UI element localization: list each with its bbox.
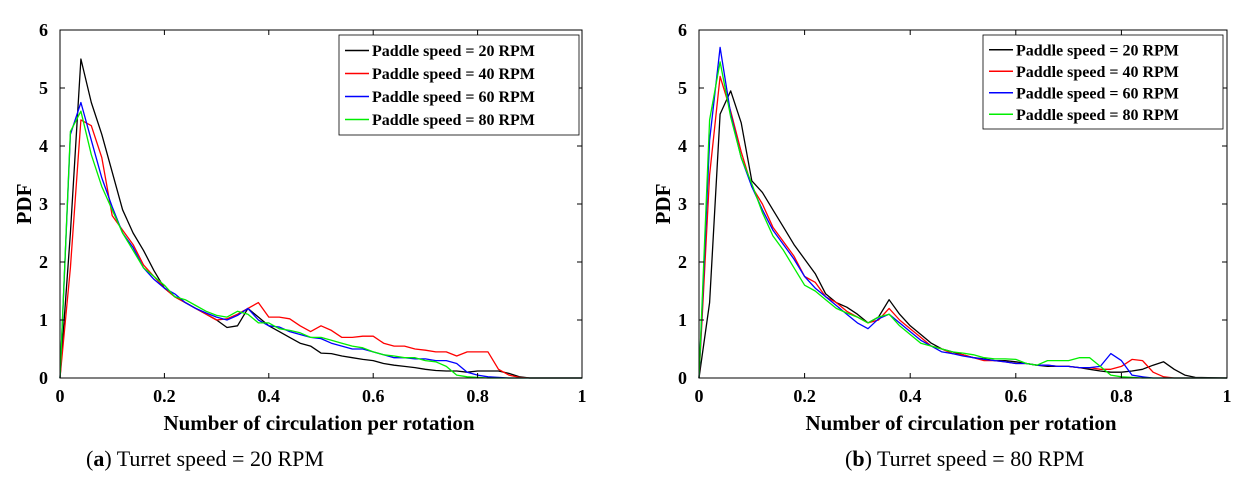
y-tick-label: 6 bbox=[678, 20, 687, 40]
x-tick-label: 0.4 bbox=[258, 386, 281, 406]
legend-entry-2: Paddle speed = 40 RPM bbox=[372, 66, 535, 83]
caption-text: Turret speed = 20 RPM bbox=[112, 446, 324, 471]
x-tick-label: 0.2 bbox=[793, 386, 816, 406]
series-line-2 bbox=[59, 119, 582, 379]
series-line-4 bbox=[59, 110, 582, 379]
legend-entry-4: Paddle speed = 80 RPM bbox=[1016, 107, 1179, 124]
legend-entry-2: Paddle speed = 40 RPM bbox=[1016, 64, 1179, 81]
y-tick-label: 5 bbox=[39, 78, 48, 98]
series-line-3 bbox=[59, 101, 582, 379]
y-axis-label: PDF bbox=[12, 184, 36, 225]
legend: Paddle speed = 20 RPM Paddle speed = 40 R… bbox=[338, 34, 580, 136]
y-tick-label: 1 bbox=[39, 310, 48, 330]
series-line-3 bbox=[698, 46, 1227, 379]
y-tick-label: 0 bbox=[678, 368, 687, 388]
series-line-4 bbox=[698, 61, 1227, 379]
legend-entry-1: Paddle speed = 20 RPM bbox=[372, 43, 535, 60]
y-tick-label: 1 bbox=[678, 310, 687, 330]
panel-caption: (a) Turret speed = 20 RPM bbox=[86, 446, 324, 471]
panel-caption: (b) Turret speed = 80 RPM bbox=[845, 446, 1084, 471]
caption-letter: a bbox=[93, 446, 104, 471]
x-tick-label: 1 bbox=[1223, 386, 1232, 406]
x-tick-label: 0.6 bbox=[362, 386, 385, 406]
y-tick-label: 2 bbox=[678, 252, 687, 272]
chart-panel-b: 0 0.2 0.4 0.6 0.8 1 0 1 2 3 4 5 6 Number of circulati… bbox=[651, 20, 1232, 471]
legend-entry-3: Paddle speed = 60 RPM bbox=[1016, 85, 1179, 102]
caption-text: Turret speed = 80 RPM bbox=[872, 446, 1084, 471]
x-tick-label: 0.8 bbox=[1110, 386, 1133, 406]
caption-letter: b bbox=[852, 446, 864, 471]
legend-box bbox=[338, 34, 580, 136]
legend-entry-3: Paddle speed = 60 RPM bbox=[372, 89, 535, 106]
caption-paren-close: ) bbox=[104, 446, 111, 471]
caption-paren-open: ( bbox=[845, 446, 852, 471]
y-tick-label: 2 bbox=[39, 252, 48, 272]
x-tick-label: 0.6 bbox=[1005, 386, 1028, 406]
y-tick-label: 3 bbox=[39, 194, 48, 214]
x-axis-label: Number of circulation per rotation bbox=[163, 411, 474, 435]
x-tick-label: 0.8 bbox=[466, 386, 489, 406]
chart-panel-a: 0 0.2 0.4 0.6 0.8 1 0 1 2 3 4 5 6 Number of circulati… bbox=[12, 20, 587, 471]
x-axis-label: Number of circulation per rotation bbox=[805, 411, 1116, 435]
y-tick-label: 0 bbox=[39, 368, 48, 388]
x-tick-label: 0.2 bbox=[153, 386, 176, 406]
legend: Paddle speed = 20 RPM Paddle speed = 40 R… bbox=[982, 34, 1224, 130]
y-tick-label: 4 bbox=[678, 136, 687, 156]
y-tick-label: 6 bbox=[39, 20, 48, 40]
x-tick-label: 1 bbox=[578, 386, 587, 406]
caption-paren-close: ) bbox=[865, 446, 872, 471]
legend-entry-1: Paddle speed = 20 RPM bbox=[1016, 42, 1179, 59]
y-axis-label: PDF bbox=[651, 184, 675, 225]
series-line-1 bbox=[59, 58, 582, 379]
y-tick-label: 4 bbox=[39, 136, 48, 156]
y-tick-label: 5 bbox=[678, 78, 687, 98]
x-tick-label: 0 bbox=[695, 386, 704, 406]
y-tick-label: 3 bbox=[678, 194, 687, 214]
caption-paren-open: ( bbox=[86, 446, 93, 471]
legend-entry-4: Paddle speed = 80 RPM bbox=[372, 112, 535, 129]
legend-box bbox=[982, 34, 1224, 130]
x-tick-label: 0.4 bbox=[899, 386, 922, 406]
x-tick-label: 0 bbox=[56, 386, 65, 406]
